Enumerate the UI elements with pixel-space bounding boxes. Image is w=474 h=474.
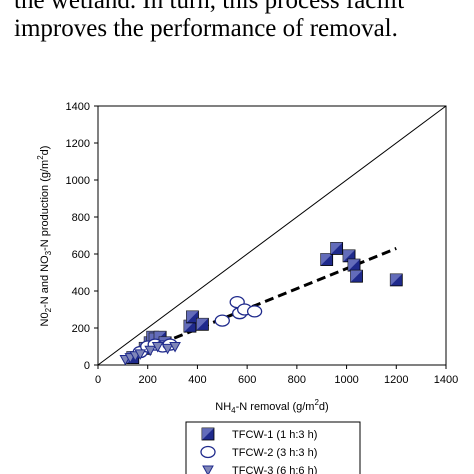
data-point-series-3 xyxy=(144,345,157,357)
plot-border xyxy=(97,105,447,366)
paper-text-line-1: the wetland. In turn, this process facil… xyxy=(14,0,405,14)
data-point-series-1 xyxy=(186,310,199,324)
y-axis-label: N02-N and NO3-N production (g/m2d) xyxy=(36,146,53,327)
legend-items: TFCW-1 (1 h:3 h) TFCW-2 (3 h:3 h) TFCW-3 (… xyxy=(200,427,317,474)
data-point-series-1 xyxy=(347,258,361,272)
legend-label-1: TFCW-1 (1 h:3 h) xyxy=(232,429,317,441)
data-point-series-1 xyxy=(330,242,344,255)
data-point-series-3 xyxy=(151,342,164,353)
y-tick-label: 400 xyxy=(72,286,90,298)
y-tick-label: 1200 xyxy=(66,138,90,150)
data-points xyxy=(119,242,403,366)
data-point-series-2 xyxy=(214,314,230,327)
legend-label-2: TFCW-2 (3 h:3 h) xyxy=(232,447,317,459)
data-point-series-2 xyxy=(246,305,263,318)
y-tick-label: 600 xyxy=(72,249,90,261)
one-to-one-line xyxy=(97,105,447,366)
legend-label-3: TFCW-3 (6 h:6 h) xyxy=(232,465,317,474)
x-tick-label: 1200 xyxy=(384,374,408,386)
data-point-series-3 xyxy=(161,343,174,355)
x-tick-label: 400 xyxy=(188,374,206,386)
data-point-series-1 xyxy=(350,269,363,283)
legend-box xyxy=(185,421,361,474)
legend: TFCW-1 (1 h:3 h) TFCW-2 (3 h:3 h) TFCW-3 (… xyxy=(185,421,361,474)
x-tick-label: 0 xyxy=(95,374,101,386)
data-point-series-1 xyxy=(320,253,334,266)
y-tick-label: 800 xyxy=(72,212,90,224)
data-point-series-3 xyxy=(134,349,147,360)
trend-line-group xyxy=(134,247,397,356)
x-tick-label: 600 xyxy=(238,374,256,386)
x-axis-label: NH4-N removal (g/m2d) xyxy=(215,398,328,415)
x-tick-label: 200 xyxy=(139,374,157,386)
y-tick-label: 0 xyxy=(84,360,90,372)
plot-frame xyxy=(97,105,447,366)
data-point-series-1 xyxy=(389,273,403,287)
x-tick-label: 800 xyxy=(288,374,306,386)
y-axis-ticks: 0 200 400 600 800 1000 1200 1400 xyxy=(66,101,98,372)
reference-line-group xyxy=(97,105,447,366)
legend-marker-1 xyxy=(201,427,215,441)
y-tick-label: 1000 xyxy=(66,175,90,187)
y-tick-label: 1400 xyxy=(66,101,90,113)
data-point-series-1 xyxy=(195,317,209,331)
x-axis-ticks: 0 200 400 600 800 1000 1200 1400 xyxy=(95,365,458,386)
x-tick-label: 1400 xyxy=(434,374,458,386)
paper-text-line-2: improves the performance of removal. xyxy=(14,15,398,42)
legend-marker-3 xyxy=(202,465,214,474)
y-tick-label: 200 xyxy=(72,323,90,335)
legend-marker-2 xyxy=(200,445,216,459)
x-tick-label: 1000 xyxy=(334,374,358,386)
dashed-trend-line xyxy=(134,247,397,356)
data-point-series-3 xyxy=(169,342,181,353)
